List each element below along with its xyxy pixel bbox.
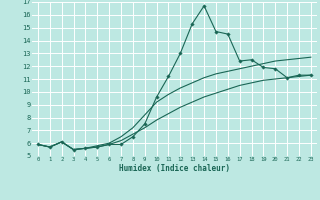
X-axis label: Humidex (Indice chaleur): Humidex (Indice chaleur)	[119, 164, 230, 173]
